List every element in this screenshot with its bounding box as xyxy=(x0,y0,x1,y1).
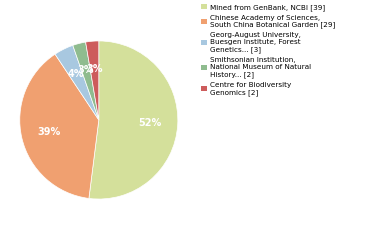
Wedge shape xyxy=(55,45,99,120)
Text: 3%: 3% xyxy=(78,65,94,75)
Text: 4%: 4% xyxy=(68,69,84,79)
Text: 39%: 39% xyxy=(37,127,60,137)
Legend: Mined from GenBank, NCBI [39], Chinese Academy of Sciences,
South China Botanica: Mined from GenBank, NCBI [39], Chinese A… xyxy=(201,4,335,96)
Wedge shape xyxy=(89,41,178,199)
Text: 3%: 3% xyxy=(86,64,103,74)
Wedge shape xyxy=(86,41,99,120)
Text: 52%: 52% xyxy=(138,118,162,128)
Wedge shape xyxy=(73,42,99,120)
Wedge shape xyxy=(20,54,99,198)
